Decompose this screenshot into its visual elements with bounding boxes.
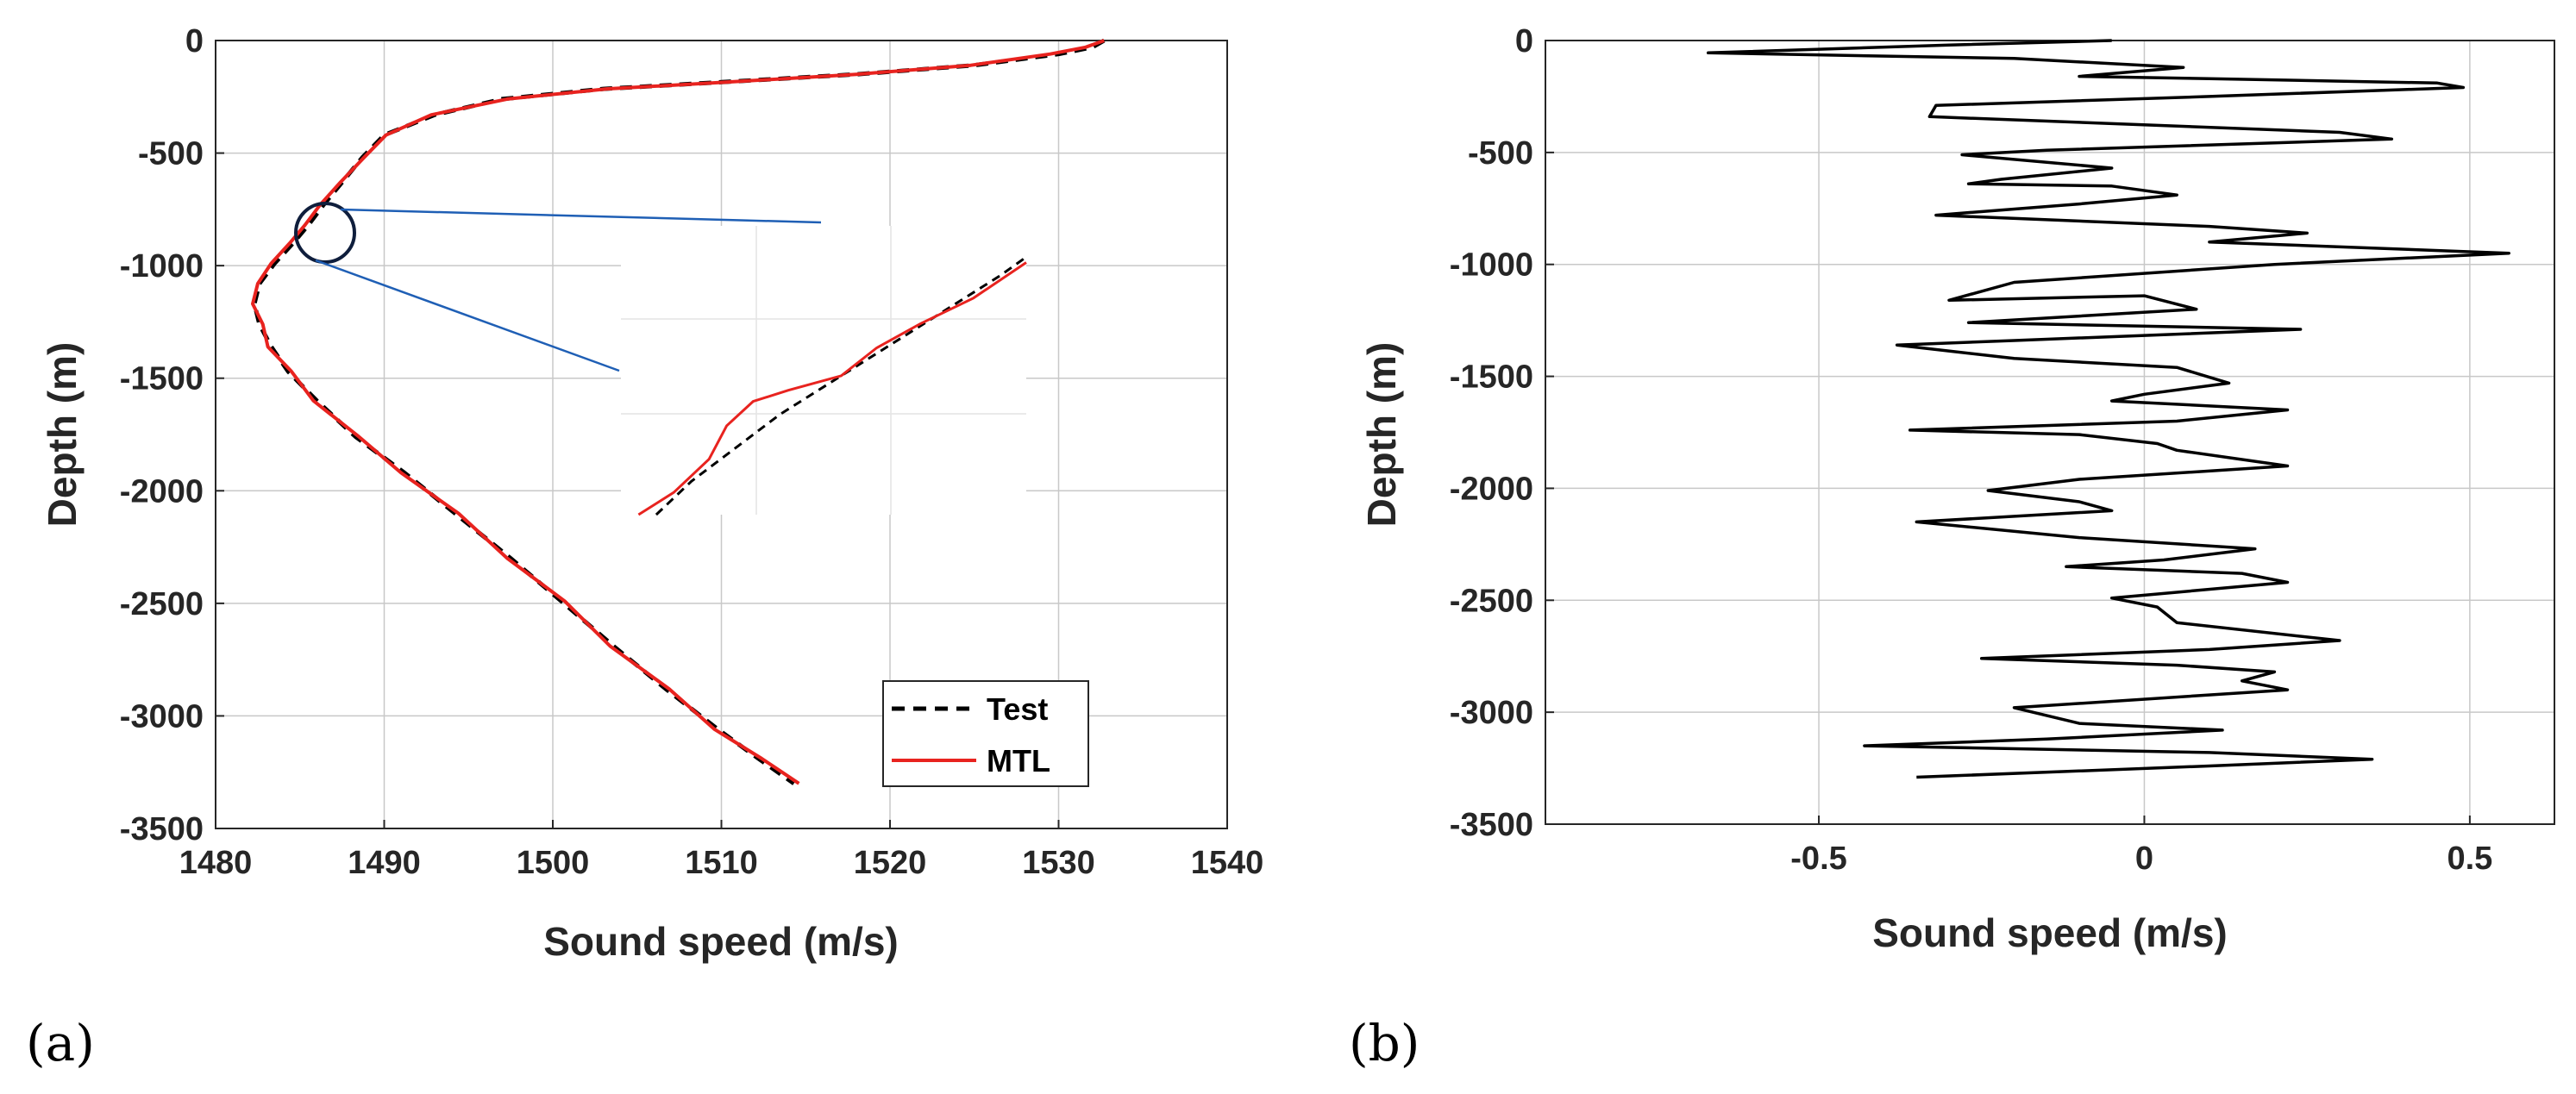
chart-b-series (1706, 39, 2510, 779)
chart-b-y-tick-label: -3000 (1450, 695, 1533, 731)
chart-a-x-tick-label: 1540 (1191, 845, 1264, 881)
chart-b: -0.5 0 0.5 0 -500 -1000 -1500 -2000 -2500 -3000 -… (1349, 23, 2555, 1072)
chart-a-y-tick-label: -1500 (120, 361, 204, 397)
chart-b-x-ticks: -0.5 0 0.5 (1790, 816, 2492, 877)
zoom-circle (294, 202, 356, 264)
inset-grid (621, 226, 1026, 515)
chart-a-x-tick-label: 1500 (517, 845, 590, 881)
chart-a-y-tick-label: -1000 (120, 248, 204, 284)
inset-series-mtl-line (637, 261, 1027, 516)
chart-a-x-tick-label: 1510 (685, 845, 758, 881)
chart-b-y-tick-label: -1500 (1450, 359, 1533, 396)
chart-b-y-tick-label: -500 (1468, 135, 1533, 172)
chart-b-x-tick-label: -0.5 (1790, 841, 1846, 877)
legend-mtl-label: MTL (987, 743, 1050, 778)
chart-a-y-ticks: 0 -500 -1000 -1500 -2000 -2500 -3000 -3500 (120, 23, 224, 847)
chart-b-axes-box (1545, 40, 2555, 825)
chart-a-y-tick-label: -2500 (120, 586, 204, 622)
chart-b-x-tick-label: 0.5 (2447, 841, 2492, 877)
zoom-line-bottom (315, 259, 620, 372)
inset-background (621, 226, 1026, 515)
chart-a-y-tick-label: 0 (185, 23, 204, 59)
chart-a: 1480 1490 1500 1510 1520 1530 1540 0 -500 -1000 -… (26, 23, 1263, 1072)
legend-test-label: Test (987, 691, 1048, 727)
chart-a-x-tick-label: 1530 (1022, 845, 1095, 881)
chart-a-y-label: Depth (m) (40, 342, 85, 528)
chart-b-y-label: Depth (m) (1359, 342, 1404, 528)
chart-a-x-label: Sound speed (m/s) (543, 919, 898, 964)
legend-box (882, 680, 1089, 787)
chart-a-series (251, 38, 1106, 785)
chart-a-x-tick-label: 1480 (179, 845, 253, 881)
zoom-line-top (340, 208, 822, 224)
chart-a-y-tick-label: -3000 (120, 698, 204, 735)
series-mtl-line (251, 39, 1105, 785)
chart-a-x-ticks: 1480 1490 1500 1510 1520 1530 1540 (179, 820, 1264, 881)
chart-b-y-tick-label: -2000 (1450, 471, 1533, 507)
chart-b-y-tick-label: -3500 (1450, 807, 1533, 843)
chart-a-x-tick-label: 1490 (348, 845, 421, 881)
series-difference-line (1706, 39, 2510, 779)
panel-a-label: (a) (26, 1014, 95, 1072)
inset-zoom (621, 226, 1027, 516)
chart-b-x-label: Sound speed (m/s) (1872, 910, 2227, 955)
panel-b-label: (b) (1349, 1014, 1420, 1072)
inset-series (637, 255, 1027, 516)
chart-b-y-tick-label: 0 (1515, 23, 1533, 59)
chart-b-y-tick-label: -1000 (1450, 247, 1533, 284)
chart-b-y-tick-label: -2500 (1450, 583, 1533, 619)
chart-b-x-tick-label: 0 (2135, 841, 2153, 877)
chart-a-y-tick-label: -2000 (120, 473, 204, 509)
chart-a-x-tick-label: 1520 (854, 845, 927, 881)
chart-a-y-tick-label: -500 (138, 136, 204, 172)
legend: Test MTL (882, 680, 1089, 787)
chart-b-y-ticks: 0 -500 -1000 -1500 -2000 -2500 -3000 -3500 (1450, 23, 1554, 843)
chart-a-y-tick-label: -3500 (120, 811, 204, 847)
